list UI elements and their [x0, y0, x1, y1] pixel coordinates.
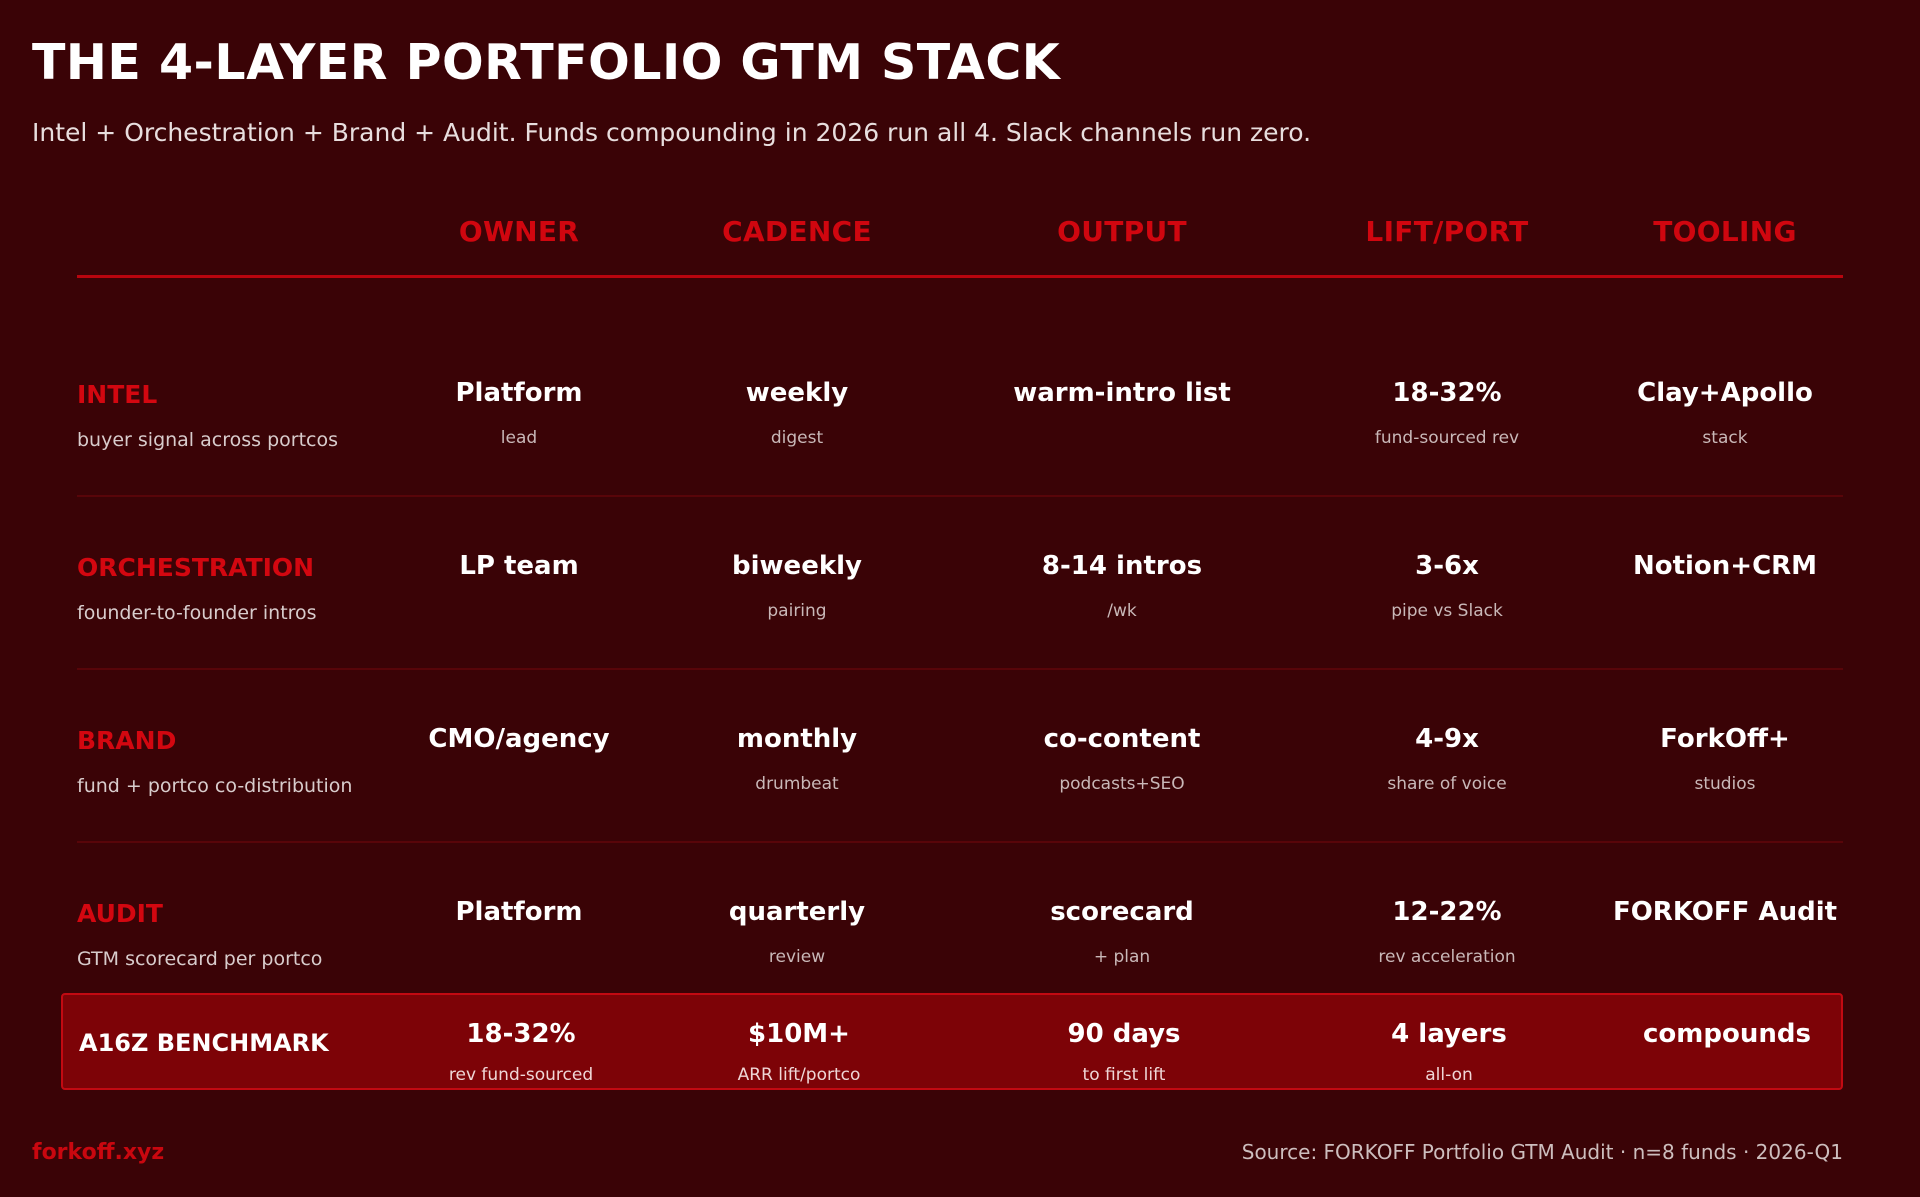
footer-source-note: Source: FORKOFF Portfolio GTM Audit · n=…	[1241, 1140, 1843, 1164]
benchmark-name: A16Z BENCHMARK	[79, 1029, 329, 1057]
row-name: BRAND	[77, 726, 177, 755]
cell-lift: 12-22%	[1392, 897, 1502, 927]
table-header: OWNER CADENCE OUTPUT LIFT/PORT TOOLING	[77, 205, 1843, 278]
cell-owner: Platform	[455, 897, 583, 927]
cell-lift-note: pipe vs Slack	[1391, 601, 1503, 621]
row-description: buyer signal across portcos	[77, 429, 338, 451]
benchmark-row: A16Z BENCHMARK 18-32% rev fund-sourced $…	[61, 993, 1843, 1090]
row-name: INTEL	[77, 380, 158, 409]
cell-cadence: quarterly	[728, 897, 866, 927]
cell-cadence-note: review	[768, 947, 826, 967]
cell-output: co-content	[1043, 724, 1201, 754]
benchmark-cell-output-note: to first lift	[1082, 1065, 1166, 1085]
benchmark-cell-owner-note: rev fund-sourced	[448, 1065, 594, 1085]
row-name: AUDIT	[77, 899, 163, 928]
cell-output: warm-intro list	[1013, 378, 1231, 408]
cell-owner: LP team	[459, 551, 579, 581]
cell-lift-note: fund-sourced rev	[1374, 428, 1520, 448]
cell-tooling: Notion+CRM	[1632, 551, 1818, 581]
cell-output-note: /wk	[1107, 601, 1137, 621]
cell-cadence-note: drumbeat	[755, 774, 839, 794]
gtm-stack-table: OWNER CADENCE OUTPUT LIFT/PORT TOOLING I…	[77, 205, 1843, 1016]
row-description: founder-to-founder intros	[77, 602, 317, 624]
column-header-cadence: CADENCE	[722, 215, 872, 248]
cell-owner: CMO/agency	[428, 724, 610, 754]
cell-cadence-note: pairing	[767, 601, 827, 621]
cell-output: 8-14 intros	[1041, 551, 1203, 581]
cell-lift: 3-6x	[1415, 551, 1479, 581]
row-description: fund + portco co-distribution	[77, 775, 353, 797]
cell-tooling: FORKOFF Audit	[1612, 897, 1838, 927]
table-body: INTEL buyer signal across portcos Platfo…	[77, 324, 1843, 1016]
cell-output-note: + plan	[1093, 947, 1151, 967]
column-header-tooling: TOOLING	[1653, 215, 1797, 248]
table-row-brand: BRAND fund + portco co-distribution CMO/…	[77, 670, 1843, 843]
table-row-audit: AUDIT GTM scorecard per portco Platform …	[77, 843, 1843, 1016]
cell-owner: Platform	[455, 378, 583, 408]
cell-tooling-note: stack	[1702, 428, 1748, 448]
cell-cadence: biweekly	[732, 551, 862, 581]
cell-tooling: Clay+Apollo	[1637, 378, 1813, 408]
benchmark-cell-lift-note: all-on	[1425, 1065, 1473, 1085]
cell-cadence: weekly	[745, 378, 849, 408]
cell-lift: 18-32%	[1392, 378, 1502, 408]
column-header-owner: OWNER	[458, 215, 580, 248]
row-name: ORCHESTRATION	[77, 553, 315, 582]
cell-cadence: monthly	[736, 724, 858, 754]
benchmark-cell-cadence: $10M+	[748, 1019, 850, 1049]
cell-tooling: ForkOff+	[1660, 724, 1790, 754]
column-header-output: OUTPUT	[1057, 215, 1187, 248]
benchmark-cell-output: 90 days	[1067, 1019, 1181, 1049]
table-row-intel: INTEL buyer signal across portcos Platfo…	[77, 324, 1843, 497]
benchmark-cell-owner: 18-32%	[466, 1019, 576, 1049]
cell-lift-note: share of voice	[1387, 774, 1507, 794]
cell-lift-note: rev acceleration	[1378, 947, 1516, 967]
footer-brand-link[interactable]: forkoff.xyz	[32, 1140, 165, 1165]
cell-owner-note: lead	[500, 428, 538, 448]
cell-output-note: podcasts+SEO	[1059, 774, 1185, 794]
row-description: GTM scorecard per portco	[77, 948, 323, 970]
table-row-orchestration: ORCHESTRATION founder-to-founder intros …	[77, 497, 1843, 670]
cell-tooling-note: studios	[1694, 774, 1756, 794]
page-title: THE 4-LAYER PORTFOLIO GTM STACK	[32, 34, 1061, 91]
cell-lift: 4-9x	[1415, 724, 1479, 754]
benchmark-cell-cadence-note: ARR lift/portco	[737, 1065, 861, 1085]
benchmark-cell-tooling: compounds	[1643, 1019, 1811, 1049]
benchmark-cell-lift: 4 layers	[1391, 1019, 1507, 1049]
cell-output: scorecard	[1050, 897, 1194, 927]
page-subtitle: Intel + Orchestration + Brand + Audit. F…	[32, 118, 1312, 147]
column-header-lift-port: LIFT/PORT	[1365, 215, 1529, 248]
cell-cadence-note: digest	[770, 428, 824, 448]
